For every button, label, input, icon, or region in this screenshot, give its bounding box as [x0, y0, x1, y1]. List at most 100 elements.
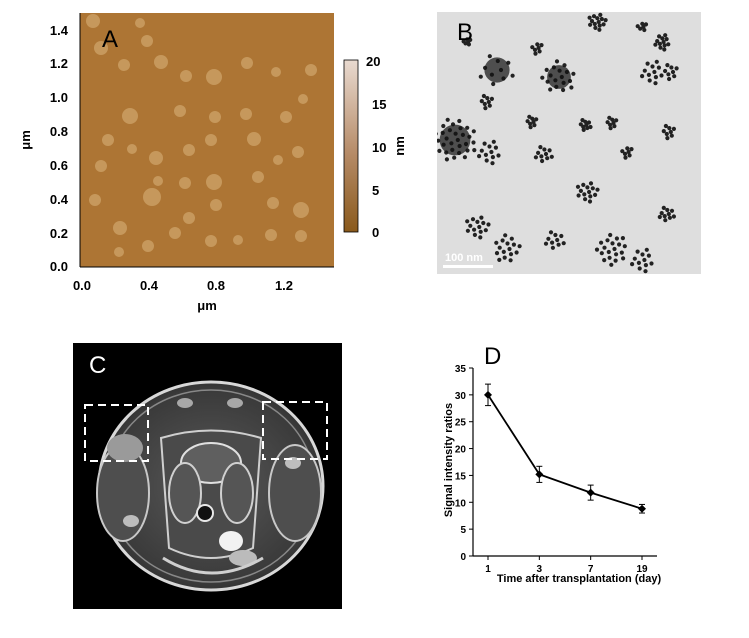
chart-y-tick-label: 25 [455, 418, 467, 429]
signal-ratio-chart: D 0 5 10 15 20 25 30 35 1 3 7 19 Time after transpl… [443, 343, 661, 585]
afm-particle [154, 55, 168, 69]
afm-x-tick: 0.4 [140, 278, 159, 293]
tem-cluster [525, 114, 539, 130]
afm-particle [265, 229, 277, 241]
colorbar-tick: 15 [372, 97, 386, 112]
afm-particle [240, 108, 252, 120]
afm-particle [95, 160, 107, 172]
tem-cluster [620, 146, 634, 160]
colorbar-tick: 20 [366, 54, 380, 69]
afm-particle [210, 199, 222, 211]
panel-letter-b: B [457, 19, 473, 46]
tem-cluster [657, 205, 676, 223]
tem-scale-label: 100 nm [445, 252, 483, 264]
chart-y-tick-label: 10 [455, 498, 467, 509]
chart-x-tick-label: 1 [485, 564, 491, 575]
afm-particle [298, 94, 308, 104]
tem-cluster [640, 59, 664, 86]
afm-particle [122, 108, 138, 124]
afm-particle [114, 247, 124, 257]
tem-cluster [477, 139, 501, 166]
tem-cluster [575, 181, 600, 204]
afm-particle [127, 144, 137, 154]
afm-x-ticks: 0.0 0.4 0.8 1.2 [73, 278, 293, 293]
afm-y-tick: 1.0 [50, 90, 68, 105]
panel-a-figure: 1.4 1.2 1.0 0.8 0.6 0.4 0.2 0.0 0.0 0.4 … [18, 13, 407, 313]
afm-particle [206, 174, 222, 190]
tem-cluster [605, 115, 619, 131]
tem-scale-bar [443, 265, 493, 268]
tem-cluster [479, 93, 494, 111]
afm-particle [180, 70, 192, 82]
afm-particle [183, 144, 195, 156]
afm-particle [209, 111, 221, 123]
afm-particle [293, 202, 309, 218]
afm-particle [295, 230, 307, 242]
afm-particle [205, 134, 217, 146]
mri-body-section [96, 380, 325, 592]
colorbar-tick: 5 [372, 183, 379, 198]
afm-particle [174, 105, 186, 117]
panel-letter-a: A [102, 26, 118, 53]
afm-particle [241, 57, 253, 69]
afm-y-tick: 0.6 [50, 158, 68, 173]
afm-particle [89, 194, 101, 206]
tem-cluster [653, 33, 671, 52]
tem-cluster [478, 54, 515, 87]
mri-roi-box-right [262, 401, 328, 460]
afm-y-tick: 0.0 [50, 259, 68, 274]
chart-y-label: Signal intensity ratios [443, 403, 455, 517]
afm-x-label: μm [197, 298, 217, 313]
chart-series-line [487, 394, 643, 510]
panel-a: 1.4 1.2 1.0 0.8 0.6 0.4 0.2 0.0 0.0 0.4 … [0, 0, 420, 320]
chart-x-tick-label: 19 [636, 564, 648, 575]
afm-y-tick: 0.2 [50, 226, 68, 241]
panel-b: B 100 nm [433, 12, 701, 274]
afm-particle [305, 64, 317, 76]
afm-particle [113, 221, 127, 235]
chart-x-tick-label: 3 [537, 564, 543, 575]
afm-colorbar [343, 59, 359, 233]
afm-particle [292, 146, 304, 158]
afm-colorbar-label: nm [392, 136, 407, 156]
afm-y-tick: 1.4 [50, 23, 69, 38]
afm-particle [233, 235, 243, 245]
chart-y-tick-label: 30 [455, 391, 467, 402]
afm-y-label: μm [18, 130, 33, 150]
chart-x-tick-label: 7 [588, 564, 594, 575]
afm-particle [135, 18, 145, 28]
tem-cluster [465, 215, 491, 240]
chart-y-tick-label: 5 [460, 525, 466, 536]
afm-particle [183, 212, 195, 224]
afm-particle [247, 132, 261, 146]
afm-y-tick: 0.8 [50, 124, 68, 139]
afm-particle [141, 35, 153, 47]
chart-data-point [535, 470, 544, 479]
afm-particle [102, 134, 114, 146]
afm-x-tick: 0.8 [207, 278, 225, 293]
afm-particles [86, 14, 317, 257]
panel-d: D 0 5 10 15 20 25 30 35 1 3 7 19 Time after transpl… [430, 340, 690, 590]
chart-y-tick-label: 35 [455, 364, 467, 375]
chart-data-point [484, 390, 492, 399]
tem-cluster [543, 230, 566, 250]
mri-image: C [73, 343, 342, 609]
afm-particle [179, 177, 191, 189]
chart-data-point [586, 488, 595, 497]
afm-particle [169, 227, 181, 239]
panel-letter-d: D [484, 343, 501, 370]
mri-roi-box-left [84, 404, 149, 462]
afm-particle [267, 197, 279, 209]
afm-particle [205, 235, 217, 247]
afm-particle [143, 188, 161, 206]
tem-cluster [533, 145, 554, 164]
tem-cluster [661, 123, 676, 141]
afm-y-tick: 1.2 [50, 56, 68, 71]
tem-cluster [540, 59, 576, 93]
afm-particle [252, 171, 264, 183]
tem-cluster [630, 247, 654, 274]
colorbar-tick: 0 [372, 225, 379, 240]
afm-particle [149, 151, 163, 165]
tem-cluster [494, 233, 522, 263]
tem-image: B 100 nm [433, 12, 701, 274]
